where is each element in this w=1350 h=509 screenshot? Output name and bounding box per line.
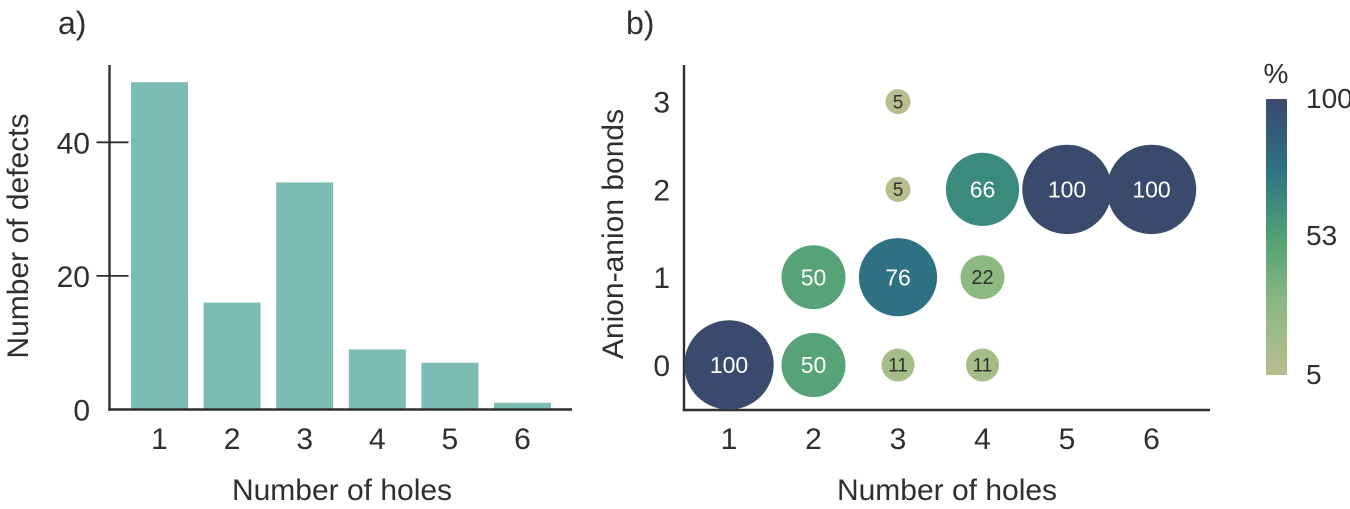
panel-a-letter: a) (58, 5, 87, 41)
bubble-label-x3-y0: 11 (888, 356, 908, 377)
bubble-x4-y2 (945, 152, 1020, 226)
panel-b-letter: b) (626, 5, 655, 41)
colorbar-gradient (1266, 99, 1287, 375)
panel-b-xaxis-title: Number of holes (836, 474, 1058, 507)
panel-a-xtick-label-1: 1 (151, 423, 168, 456)
panel-b-xtick-label-3: 3 (890, 423, 907, 456)
bubble-label-x5-y2: 100 (1048, 176, 1086, 202)
bubble-x3-y2 (885, 176, 911, 202)
panel-b-ytick-label-3: 3 (653, 87, 670, 120)
colorbar-title: % (1263, 58, 1289, 89)
panel-a-xtick-label-4: 4 (369, 423, 386, 456)
panel-a-xtick-label-2: 2 (224, 423, 241, 456)
colorbar-tick-2: 5 (1306, 359, 1322, 390)
bubble-x1-y0 (684, 320, 774, 410)
bubble-x4-y1 (960, 255, 1005, 300)
bubble-label-x1-y0: 100 (710, 352, 748, 378)
panel-b-xtick-label-5: 5 (1059, 423, 1076, 456)
bubble-label-x3-y3: 5 (893, 92, 904, 113)
bar-holes-3 (276, 182, 334, 410)
bubble-x2-y1 (781, 245, 846, 310)
panel-b-xtick-label-2: 2 (805, 423, 822, 456)
bar-holes-4 (348, 349, 406, 410)
colorbar-tick-1: 53 (1306, 219, 1338, 251)
bubble-x4-y0 (966, 348, 999, 382)
panel-a-xtick-label-5: 5 (442, 423, 459, 456)
bubble-x3-y1 (858, 238, 938, 317)
panel-a-ytick-label-40: 40 (57, 127, 90, 160)
bar-holes-6 (494, 402, 551, 410)
bubble-label-x3-y2: 5 (893, 180, 904, 201)
bar-holes-2 (203, 302, 261, 410)
panel-b-xtick-label-1: 1 (721, 423, 738, 456)
panel-a-ytick-label-20: 20 (57, 261, 90, 294)
panel-a-ytick-label-0: 0 (73, 395, 90, 428)
panel-b-ytick-label-2: 2 (653, 174, 670, 207)
bubble-label-x3-y1: 76 (885, 264, 911, 290)
bubble-label-x2-y0: 50 (801, 352, 827, 378)
panel-a-xtick-label-6: 6 (514, 423, 531, 456)
bubble-x3-y3 (885, 89, 911, 115)
panel-b-yaxis-title: Anion-anion bonds (597, 108, 630, 360)
panel-b-xtick-label-6: 6 (1143, 423, 1160, 456)
bar-holes-1 (131, 82, 188, 410)
panel-a-xaxis-title: Number of holes (231, 474, 453, 507)
panel-b-ytick-label-0: 0 (653, 350, 670, 383)
panel-a-xtick-label-3: 3 (296, 423, 313, 456)
bubble-label-x2-y1: 50 (801, 264, 827, 290)
panel-a-yaxis-title: Number of defects (2, 113, 35, 359)
bubble-x2-y0 (781, 333, 846, 397)
bubble-label-x6-y2: 100 (1132, 176, 1170, 202)
bubble-x3-y0 (881, 348, 915, 382)
bubble-label-x4-y2: 66 (970, 176, 996, 202)
bubble-x6-y2 (1106, 144, 1197, 235)
panel-b-xtick-label-4: 4 (974, 423, 991, 456)
bubble-label-x4-y0: 11 (973, 356, 993, 377)
bubble-label-x4-y1: 22 (971, 267, 993, 289)
colorbar-tick-0: 100 (1306, 83, 1350, 114)
bar-holes-5 (421, 362, 479, 410)
bubble-x5-y2 (1022, 144, 1112, 235)
panel-b-ytick-label-1: 1 (653, 262, 670, 295)
